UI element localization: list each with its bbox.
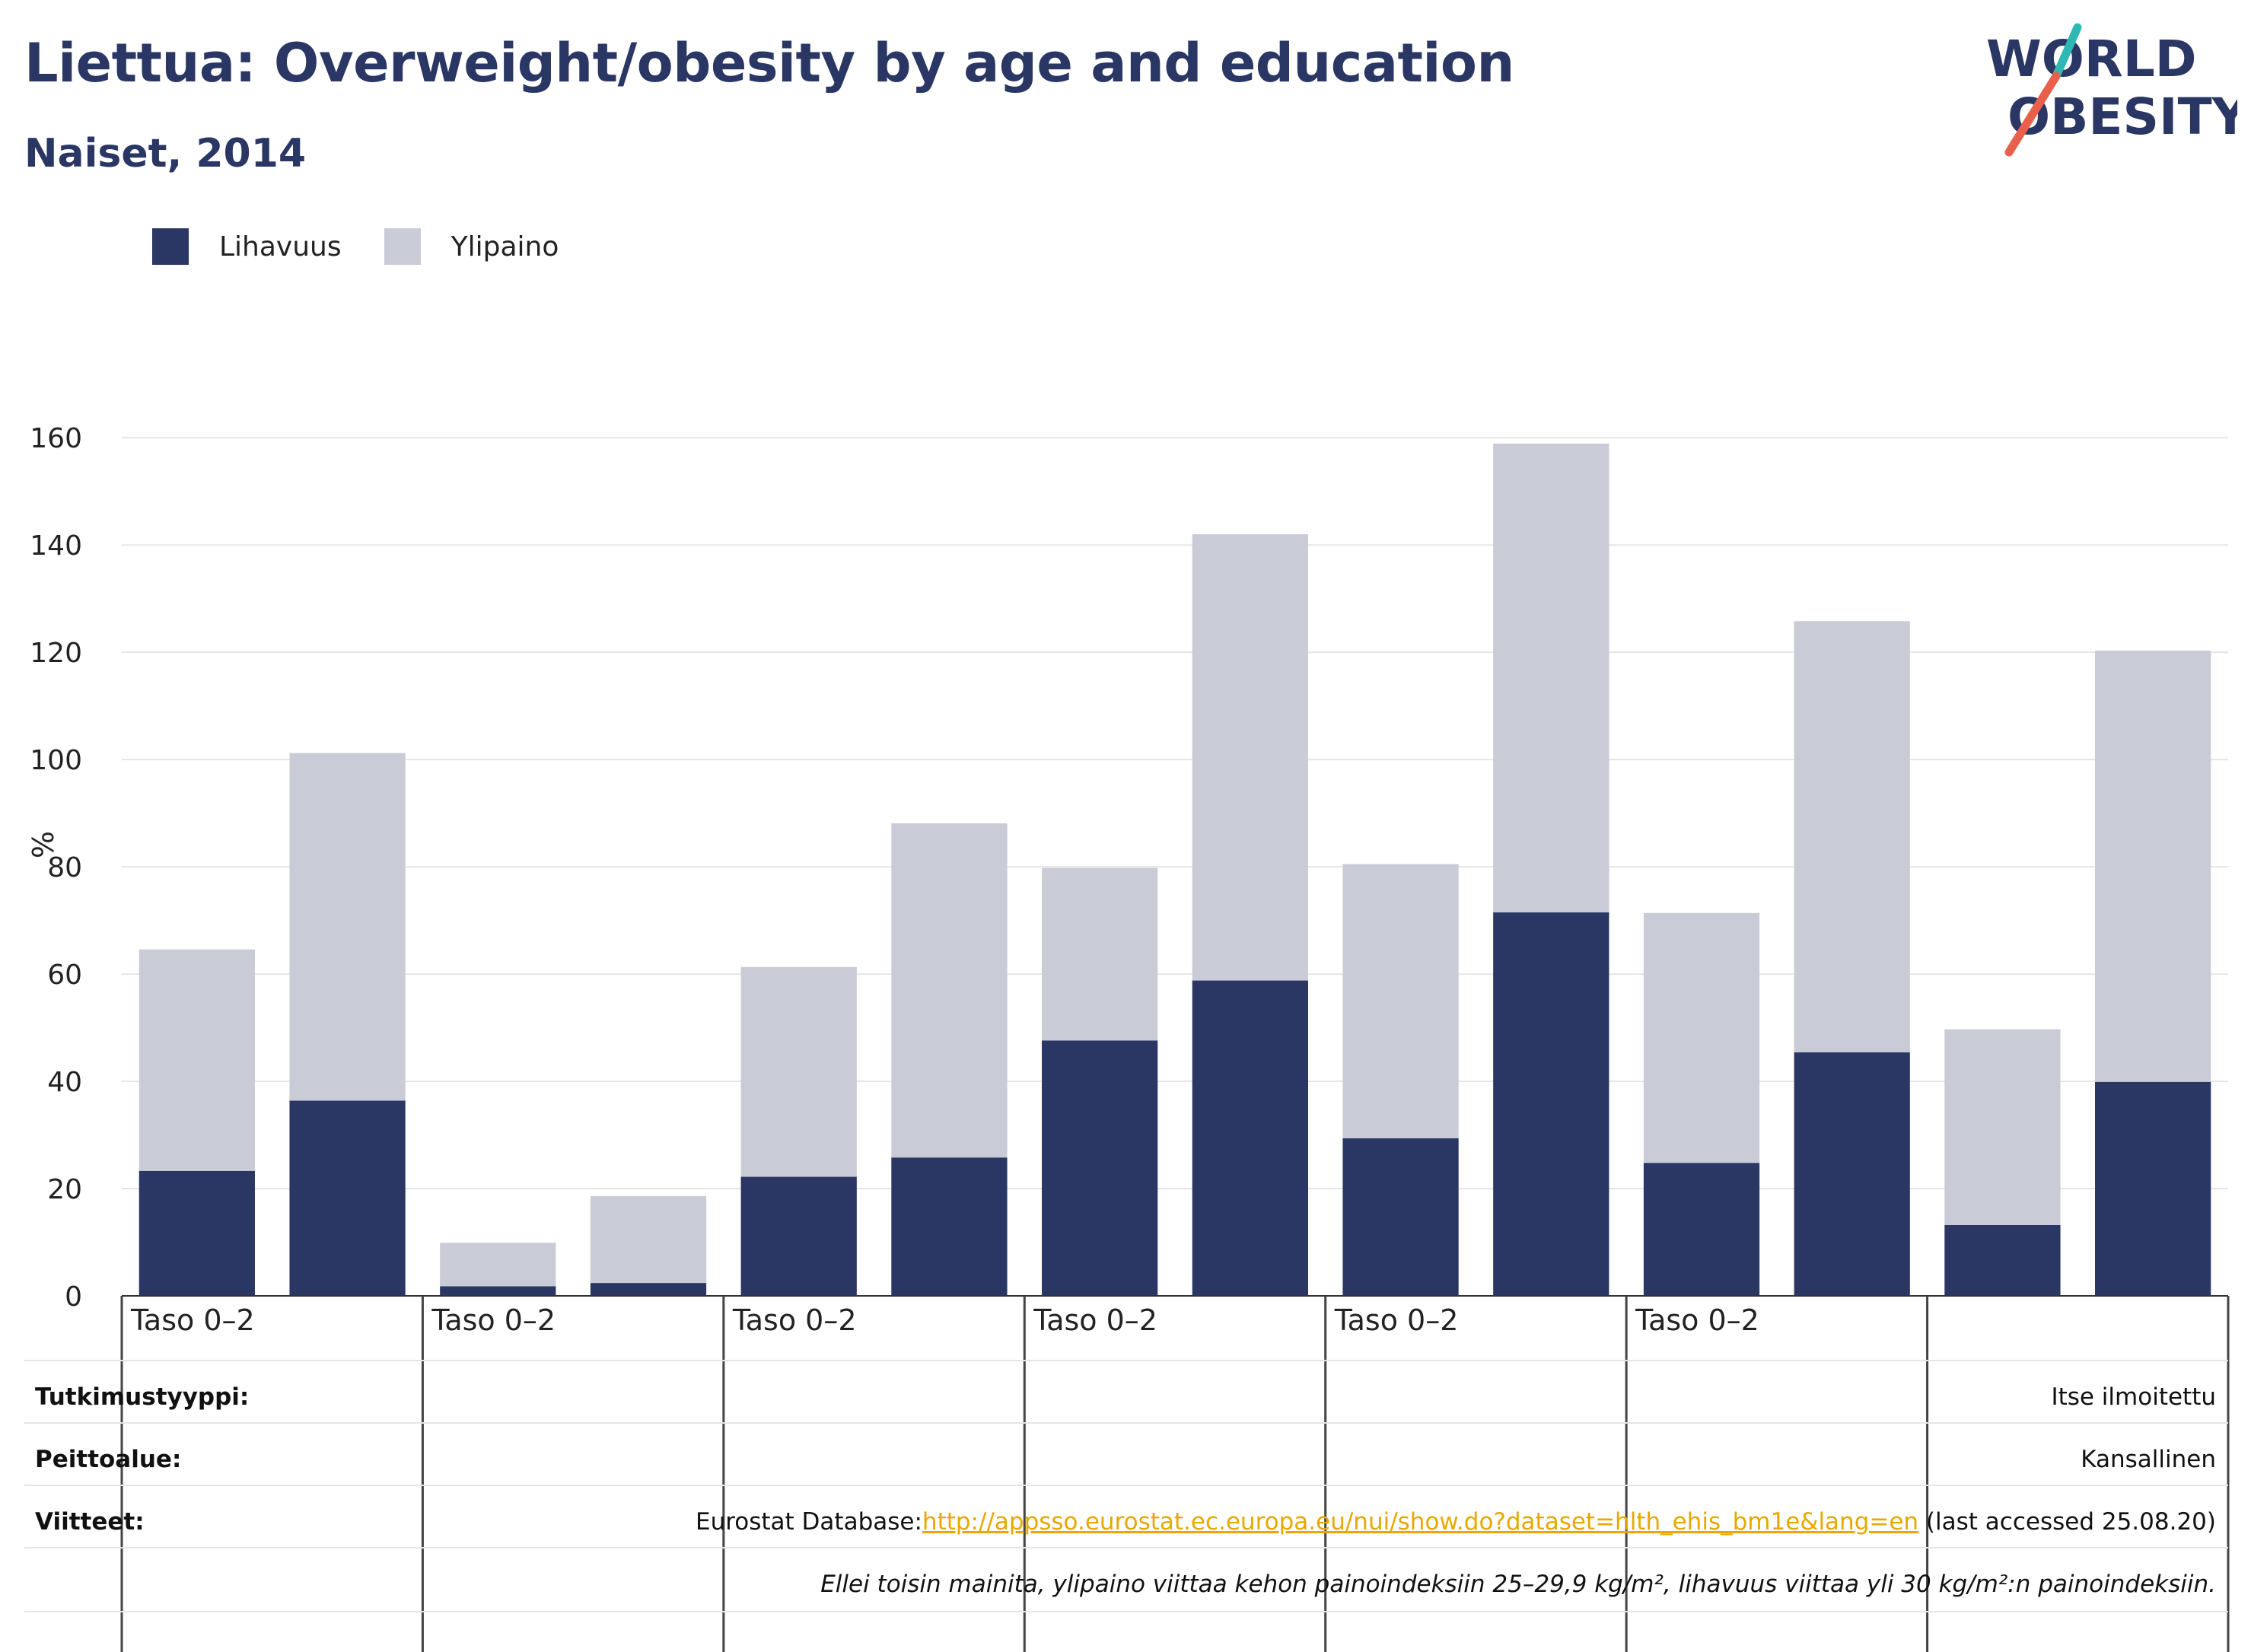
bar-lihavuus xyxy=(740,1176,857,1296)
references-label: Viitteet: xyxy=(35,1508,145,1536)
coverage-label: Peittoalue: xyxy=(35,1446,182,1473)
legend-label-lihavuus: Lihavuus xyxy=(219,231,342,263)
definition-note: Ellei toisin mainita, ylipaino viittaa k… xyxy=(820,1571,2216,1598)
bar-ylipaino xyxy=(289,753,406,1101)
group-label: Taso 0–2 xyxy=(431,1303,556,1337)
bar-ylipaino xyxy=(1944,1029,2061,1225)
bar-ylipaino xyxy=(440,1243,556,1287)
legend-item-lihavuus[interactable]: Lihavuus xyxy=(152,228,342,265)
bar-ylipaino xyxy=(590,1195,707,1284)
study-type-value: Itse ilmoitettu xyxy=(2051,1383,2216,1411)
bar-ylipaino xyxy=(2095,651,2211,1082)
bar-ylipaino xyxy=(1794,621,1910,1052)
bar-ylipaino xyxy=(1192,534,1308,981)
references-prefix: Eurostat Database: xyxy=(695,1508,922,1536)
bar-lihavuus xyxy=(138,1170,255,1296)
bar-lihavuus xyxy=(2095,1081,2211,1296)
bar-lihavuus xyxy=(1794,1052,1910,1296)
logo-line-1: WORLD xyxy=(1986,30,2197,88)
bar-lihavuus xyxy=(289,1100,406,1296)
y-tick-label: 0 xyxy=(65,1281,82,1313)
y-tick-label: 140 xyxy=(30,530,82,562)
group-label: Taso 0–2 xyxy=(732,1303,857,1337)
bar-lihavuus xyxy=(440,1286,556,1296)
references-link[interactable]: http://appsso.eurostat.ec.europa.eu/nui/… xyxy=(922,1508,1919,1536)
y-tick-label: 40 xyxy=(47,1067,82,1098)
y-tick-label: 120 xyxy=(30,638,82,669)
bar-lihavuus xyxy=(1192,980,1308,1296)
chart-subtitle: Naiset, 2014 xyxy=(24,131,307,177)
group-label: Taso 0–2 xyxy=(1635,1303,1759,1337)
bar-ylipaino xyxy=(1342,864,1459,1138)
y-axis-label: % xyxy=(27,831,60,858)
group-label: Taso 0–2 xyxy=(1033,1303,1157,1337)
references-value: Eurostat Database:http://appsso.eurostat… xyxy=(696,1508,2216,1536)
bar-lihavuus xyxy=(1944,1224,2061,1296)
bar-ylipaino xyxy=(740,966,857,1177)
y-tick-label: 80 xyxy=(47,852,82,883)
y-tick-label: 160 xyxy=(30,423,82,454)
bar-lihavuus xyxy=(1643,1163,1760,1296)
bar-ylipaino xyxy=(891,823,1008,1158)
y-tick-label: 20 xyxy=(47,1174,82,1205)
bar-ylipaino xyxy=(1042,867,1158,1041)
bar-ylipaino xyxy=(1493,443,1609,913)
group-label: Taso 0–2 xyxy=(130,1303,255,1337)
study-type-label: Tutkimustyyppi: xyxy=(35,1383,250,1411)
bar-lihavuus xyxy=(1042,1040,1158,1296)
y-tick-label: 100 xyxy=(30,745,82,776)
bar-ylipaino xyxy=(138,949,255,1171)
group-label: Taso 0–2 xyxy=(1334,1303,1459,1337)
legend-item-ylipaino[interactable]: Ylipaino xyxy=(384,228,559,265)
references-suffix: (last accessed 25.08.20) xyxy=(1918,1508,2216,1536)
logo-slash-red xyxy=(2004,72,2061,157)
bar-lihavuus xyxy=(590,1283,707,1296)
coverage-value: Kansallinen xyxy=(2081,1446,2216,1473)
bar-lihavuus xyxy=(1493,912,1609,1296)
bar-lihavuus xyxy=(1342,1138,1459,1296)
bar-ylipaino xyxy=(1643,912,1760,1163)
logo-slash-teal xyxy=(2052,23,2082,81)
bar-lihavuus xyxy=(891,1157,1008,1296)
legend: Lihavuus Ylipaino xyxy=(152,227,601,266)
world-obesity-logo: WORLD OBESITY xyxy=(1986,23,2237,157)
legend-swatch-lihavuus xyxy=(152,228,189,265)
legend-swatch-ylipaino xyxy=(384,228,421,265)
y-tick-label: 60 xyxy=(47,960,82,991)
chart-title: Liettua: Overweight/obesity by age and e… xyxy=(24,32,1514,94)
legend-label-ylipaino: Ylipaino xyxy=(451,231,559,263)
